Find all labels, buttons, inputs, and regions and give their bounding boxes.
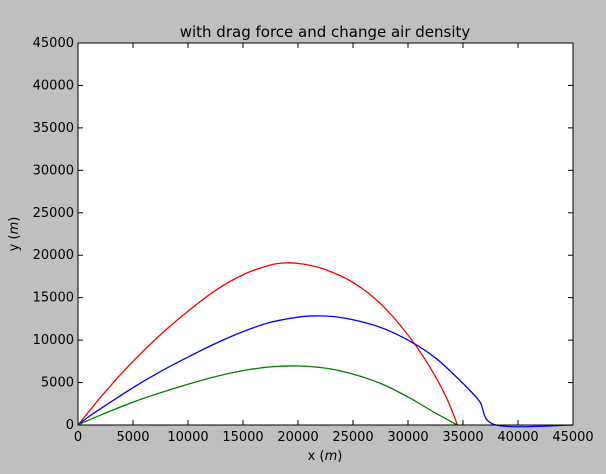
- y-tick-label: 20000: [33, 248, 74, 263]
- tick-layer: 0 5000 10000 15000 20000 25000 30000 35000 40000…: [33, 36, 594, 445]
- series-green-line: [77, 365, 458, 426]
- y-axis-label: y (m): [7, 217, 22, 252]
- y-tick-label: 5000: [41, 376, 74, 391]
- x-tick-label: 40000: [497, 430, 538, 445]
- y-tick-label: 40000: [33, 78, 74, 93]
- x-tick-label: 20000: [277, 430, 318, 445]
- x-tick-label: 35000: [442, 430, 483, 445]
- y-tick-label: 25000: [33, 206, 74, 221]
- x-tick-label: 25000: [332, 430, 373, 445]
- x-tick-label: 0: [74, 430, 82, 445]
- x-axis-label: x (m): [308, 449, 343, 464]
- y-tick-label: 0: [66, 418, 74, 433]
- plot-frame: [77, 42, 574, 426]
- y-tick-label: 10000: [33, 333, 74, 348]
- x-tick-label: 10000: [167, 430, 208, 445]
- series-blue-line: [77, 315, 574, 428]
- series-layer: [77, 262, 574, 428]
- x-tick-label: 45000: [552, 430, 593, 445]
- series-red-line: [77, 262, 459, 426]
- y-tick-label: 45000: [33, 36, 74, 51]
- plot-area: [78, 43, 573, 425]
- y-tick-label: 35000: [33, 121, 74, 136]
- y-tick-label: 15000: [33, 291, 74, 306]
- x-tick-label: 15000: [222, 430, 263, 445]
- chart-title: with drag force and change air density: [180, 23, 471, 41]
- y-tick-label: 30000: [33, 163, 74, 178]
- x-tick-label: 30000: [387, 430, 428, 445]
- x-tick-label: 5000: [116, 430, 149, 445]
